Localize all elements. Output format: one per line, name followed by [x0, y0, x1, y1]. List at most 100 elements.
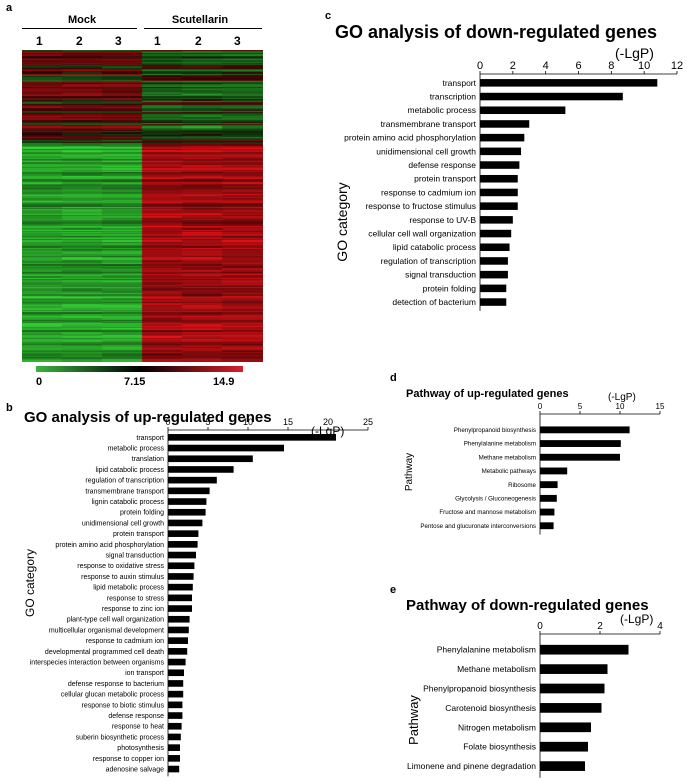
x-tick-label: 25	[363, 417, 373, 427]
y-axis-label: Pathway	[404, 453, 415, 491]
bar	[540, 522, 554, 530]
bar	[168, 669, 184, 677]
category-label: protein amino acid phosphorylation	[344, 133, 476, 143]
category-label: Ribosome	[508, 482, 536, 489]
category-label: defense response	[108, 713, 164, 720]
category-label: cellular glucan metabolic process	[61, 692, 165, 699]
bar	[540, 741, 588, 752]
bar	[480, 188, 518, 197]
bar	[540, 683, 605, 694]
x-tick-label: 15	[283, 417, 293, 427]
chart-go-down-regulated: GO analysis of down-regulated genes (-LgP…	[334, 22, 683, 311]
colorbar-max-label: 14.9	[213, 376, 235, 388]
x-tick-label: 0	[477, 60, 483, 72]
y-axis-label: GO category	[334, 182, 350, 261]
category-label: protein transport	[414, 174, 477, 184]
category-label: defense response	[408, 160, 476, 170]
bar	[480, 79, 658, 87]
category-label: protein folding	[120, 510, 164, 517]
panel-letter-b: b	[6, 402, 13, 414]
column-label: 1	[36, 34, 43, 48]
bar	[168, 519, 203, 527]
bar	[168, 487, 210, 495]
category-label: response to heat	[112, 724, 164, 731]
bar	[540, 664, 608, 674]
y-axis-label: Pathway	[406, 695, 421, 745]
chart-title: GO analysis of down-regulated genes	[335, 22, 657, 42]
bar	[168, 583, 193, 591]
category-label: ion transport	[125, 670, 164, 677]
category-label: unidimensional cell growth	[376, 146, 476, 156]
bar	[480, 133, 525, 142]
category-label: Phenylalanine metabolism	[464, 441, 536, 448]
x-tick-label: 2	[597, 621, 603, 632]
category-label: adenosine salvage	[106, 767, 164, 774]
bar	[168, 658, 186, 666]
x-tick-label: 5	[578, 402, 583, 411]
category-label: suberin biosynthetic process	[76, 734, 165, 741]
bar	[540, 508, 555, 516]
x-axis-label: (-LgP)	[615, 45, 654, 61]
category-label: transmembrane transport	[85, 488, 164, 495]
chart-go-up-regulated: GO analysis of up-regulated genes(-LgP)0…	[23, 409, 373, 777]
category-label: multicellular organismal development	[49, 627, 164, 634]
category-label: signal transduction	[405, 270, 476, 280]
x-tick-label: 6	[575, 60, 581, 72]
bar	[168, 605, 192, 612]
bar	[480, 257, 508, 265]
bar	[168, 648, 188, 655]
x-tick-label: 12	[671, 60, 683, 72]
category-label: lignin catabolic process	[92, 499, 165, 506]
bar	[168, 434, 336, 441]
category-label: protein folding	[423, 283, 477, 293]
category-label: Phenylalanine metabolism	[437, 645, 536, 655]
bar	[168, 712, 183, 719]
x-tick-label: 10	[616, 402, 625, 411]
column-label: 1	[154, 34, 161, 48]
bar	[168, 498, 207, 505]
category-label: response to cadmium ion	[381, 187, 476, 197]
category-label: transmembrane transport	[381, 119, 477, 129]
bar	[168, 551, 196, 559]
bar	[480, 270, 508, 279]
bar	[540, 644, 629, 655]
bar	[168, 755, 180, 762]
category-label: response to stress	[107, 595, 165, 602]
category-label: Limonene and pinene degradation	[407, 761, 536, 771]
category-label: lipid metabolic process	[93, 585, 164, 592]
bar	[168, 744, 180, 751]
bar	[168, 733, 181, 741]
x-axis-label: (-LgP)	[608, 392, 636, 403]
bar	[540, 494, 557, 502]
bar	[168, 722, 182, 730]
category-label: metabolic process	[108, 446, 165, 453]
y-axis-label: GO category	[23, 549, 37, 617]
x-tick-label: 10	[638, 60, 650, 72]
category-label: developmental programmed cell death	[45, 649, 164, 656]
bar	[480, 92, 623, 101]
column-label: 2	[76, 34, 83, 48]
category-label: unidimensional cell growth	[82, 520, 164, 527]
category-label: transport	[136, 435, 164, 442]
category-label: response to zinc ion	[102, 606, 164, 613]
category-label: transcription	[430, 92, 477, 102]
bar	[480, 298, 507, 306]
x-tick-label: 4	[657, 621, 663, 632]
bar	[540, 703, 602, 713]
bar	[168, 562, 195, 570]
bar	[168, 455, 253, 463]
bar	[168, 637, 188, 644]
category-label: Carotenoid biosynthesis	[445, 703, 536, 713]
category-label: cellular cell wall organization	[368, 229, 476, 239]
x-tick-label: 5	[205, 417, 210, 427]
category-label: Methane metabolism	[479, 454, 536, 461]
category-label: Phenylpropanoid biosynthesis	[454, 427, 536, 434]
x-tick-label: 8	[608, 60, 614, 72]
category-label: photosynthesis	[117, 745, 164, 752]
bar	[540, 467, 568, 475]
x-tick-label: 0	[165, 417, 170, 427]
category-label: Methane metabolism	[457, 664, 536, 674]
column-label: 3	[234, 34, 241, 48]
panel-letter-c: c	[325, 10, 332, 22]
bar	[480, 147, 522, 156]
